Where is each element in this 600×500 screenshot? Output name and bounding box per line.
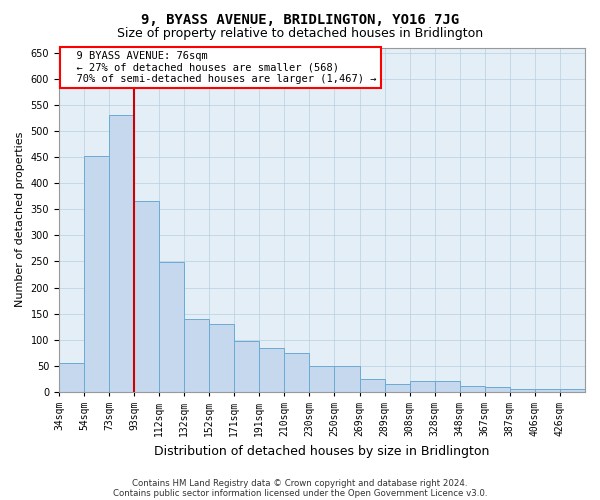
Bar <box>385 384 410 392</box>
X-axis label: Distribution of detached houses by size in Bridlington: Distribution of detached houses by size … <box>154 444 490 458</box>
Bar <box>485 386 510 392</box>
Bar <box>510 390 535 392</box>
Bar <box>109 116 134 392</box>
Bar <box>334 366 359 392</box>
Bar <box>134 202 159 392</box>
Bar <box>560 390 585 392</box>
Bar <box>535 390 560 392</box>
Bar <box>434 382 460 392</box>
Bar <box>359 379 385 392</box>
Bar <box>410 382 434 392</box>
Text: 9 BYASS AVENUE: 76sqm
  ← 27% of detached houses are smaller (568)
  70% of semi: 9 BYASS AVENUE: 76sqm ← 27% of detached … <box>64 51 377 84</box>
Text: Contains public sector information licensed under the Open Government Licence v3: Contains public sector information licen… <box>113 488 487 498</box>
Text: 9, BYASS AVENUE, BRIDLINGTON, YO16 7JG: 9, BYASS AVENUE, BRIDLINGTON, YO16 7JG <box>141 12 459 26</box>
Bar <box>159 262 184 392</box>
Bar <box>460 386 485 392</box>
Bar <box>259 348 284 392</box>
Y-axis label: Number of detached properties: Number of detached properties <box>15 132 25 308</box>
Bar <box>209 324 234 392</box>
Bar <box>310 366 334 392</box>
Bar <box>284 353 310 392</box>
Bar <box>59 363 84 392</box>
Bar <box>84 156 109 392</box>
Bar <box>234 342 259 392</box>
Text: Contains HM Land Registry data © Crown copyright and database right 2024.: Contains HM Land Registry data © Crown c… <box>132 478 468 488</box>
Bar <box>184 319 209 392</box>
Text: Size of property relative to detached houses in Bridlington: Size of property relative to detached ho… <box>117 28 483 40</box>
